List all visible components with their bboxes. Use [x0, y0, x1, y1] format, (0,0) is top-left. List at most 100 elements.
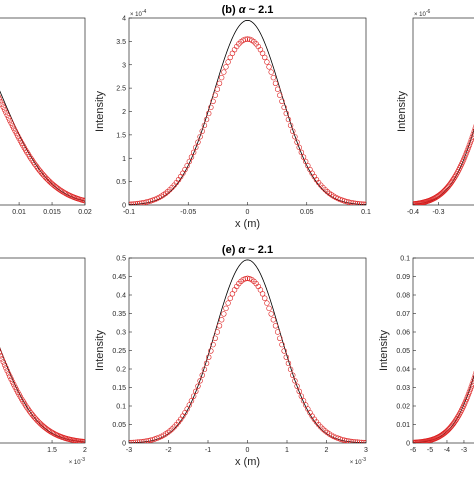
series-point [217, 323, 222, 328]
x-tick-label: 1.5 [47, 447, 57, 454]
series-point [221, 70, 226, 75]
series-point [260, 291, 265, 296]
x-tick-label: 3 [364, 447, 368, 454]
series-point [228, 296, 233, 301]
y-tick-label: 1.5 [116, 132, 126, 139]
x-tick-label: 0 [246, 447, 250, 454]
series-point [213, 93, 218, 98]
x-tick-label: -0.3 [432, 209, 444, 216]
series-line [413, 20, 474, 204]
x-exponent-label: × 10-3 [350, 457, 367, 466]
y-axis-label: Intensity [396, 91, 408, 132]
series-point [269, 312, 274, 317]
y-tick-label: 0.02 [396, 404, 410, 411]
y-tick-label: 0.07 [396, 311, 410, 318]
y-tick-label: 2.5 [116, 86, 126, 93]
x-tick-label: 0.01 [12, 209, 26, 216]
y-tick-label: 0.15 [112, 385, 126, 392]
x-tick-label: 0 [246, 209, 250, 216]
panel-title: (e) α ~ 2.1 [222, 244, 273, 256]
y-tick-label: 0.05 [112, 422, 126, 429]
y-tick-label: 0.25 [112, 348, 126, 355]
x-tick-label: 0.1 [361, 209, 371, 216]
series-point [2, 107, 7, 112]
series-point [232, 287, 237, 292]
y-tick-label: 0.45 [112, 274, 126, 281]
y-tick-label: 0.01 [396, 422, 410, 429]
axes-box [129, 18, 366, 205]
y-tick-label: 0.03 [396, 385, 410, 392]
x-tick-label: 0.02 [78, 209, 92, 216]
y-tick-label: 0.09 [396, 274, 410, 281]
series-point [224, 306, 229, 311]
x-tick-label: 0.015 [43, 209, 61, 216]
series-point [277, 93, 282, 98]
series-line [0, 260, 85, 442]
series-point [275, 330, 280, 335]
y-tick-label: 0.5 [116, 256, 126, 263]
x-tick-label: -1 [205, 447, 211, 454]
y-tick-label: 0.1 [116, 404, 126, 411]
y-tick-label: 1 [122, 156, 126, 163]
title-suffix: ~ 2.1 [246, 4, 274, 16]
y-tick-label: 2 [122, 109, 126, 116]
x-tick-label: -0.4 [407, 209, 419, 216]
y-tick-label: 4 [122, 16, 126, 23]
plot-area [411, 260, 474, 445]
series-point [204, 117, 209, 122]
exp-base: × 10 [69, 460, 82, 466]
y-tick-label: 3.5 [116, 39, 126, 46]
series-point [264, 301, 269, 306]
x-tick-label: -0.05 [180, 209, 196, 216]
y-tick-label: 0.04 [396, 367, 410, 374]
x-tick-label: 2 [325, 447, 329, 454]
x-axis-label: x (m) [235, 218, 260, 230]
x-tick-label: -3 [126, 447, 132, 454]
series-point [219, 317, 224, 322]
plot-area [127, 20, 369, 206]
exp-power: -6 [426, 9, 431, 15]
axes-box [129, 258, 366, 443]
axes-box [0, 258, 85, 443]
series-point [284, 355, 289, 360]
y-tick-label: 0.4 [116, 293, 126, 300]
y-axis-label: Intensity [94, 330, 106, 371]
series-point [271, 317, 276, 322]
y-tick-label: 0.08 [396, 293, 410, 300]
x-exponent-label: × 10-3 [69, 457, 86, 466]
series-point [0, 102, 4, 107]
y-tick-label: 0 [122, 203, 126, 210]
exp-base: × 10 [130, 12, 143, 18]
series-point [224, 64, 229, 69]
series-point [286, 117, 291, 122]
y-tick-label: 0.06 [396, 330, 410, 337]
y-tick-label: 0.3 [116, 330, 126, 337]
exp-power: -3 [81, 457, 86, 463]
y-axis-label: Intensity [94, 91, 106, 132]
series-point [275, 87, 280, 92]
x-tick-label: -5 [427, 447, 433, 454]
series-point [215, 87, 220, 92]
title-prefix: (e) [222, 244, 239, 256]
series-line [413, 260, 474, 443]
x-tick-label: -4 [444, 447, 450, 454]
exp-power: -3 [362, 457, 367, 463]
axes-box [413, 258, 474, 443]
y-tick-label: 0.5 [116, 179, 126, 186]
series-point [226, 60, 231, 65]
y-exponent-label: × 10-6 [414, 9, 431, 18]
series-line [129, 260, 366, 443]
series-point [219, 75, 224, 80]
x-tick-label: -6 [410, 447, 416, 454]
plot-area [0, 20, 87, 203]
exp-base: × 10 [350, 460, 363, 466]
series-point [206, 111, 211, 116]
series-point [267, 64, 272, 69]
series-point [1, 105, 6, 110]
y-axis-label: Intensity [378, 330, 390, 371]
series-point [273, 81, 278, 86]
y-tick-label: 0.05 [396, 348, 410, 355]
